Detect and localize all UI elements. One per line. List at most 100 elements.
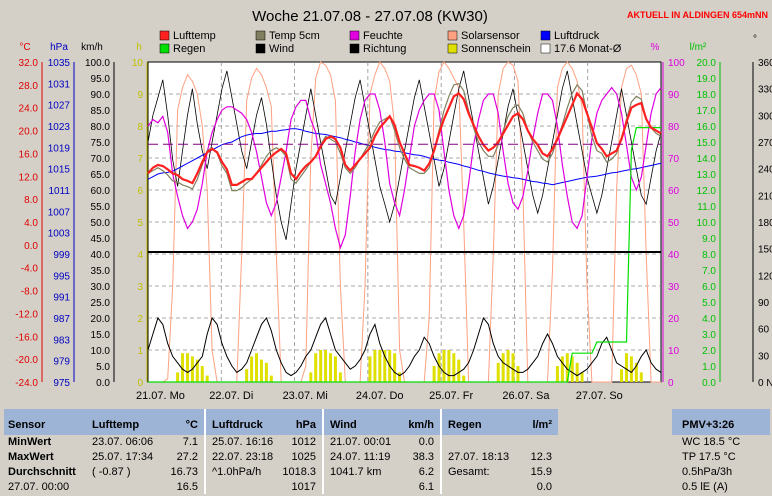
stats-luftdruck: Luftdruck hPa 25.07. 16:16 1012 22.07. 23:… <box>206 405 322 493</box>
legend-label: Sonnenschein <box>461 43 531 55</box>
lm2-tick-label: 9.0 <box>702 234 716 245</box>
hpa-tick-label: 979 <box>53 357 70 368</box>
kmh-tick-label: 30.0 <box>91 282 111 293</box>
kmh-axis-label: km/h <box>81 42 103 53</box>
lm2-axis-label: l/m² <box>690 42 707 53</box>
direction-tick-label: 150 <box>758 245 772 256</box>
legend-label: Solarsensor <box>461 30 520 42</box>
stats-cell: 27.2 <box>176 451 198 463</box>
kmh-tick-label: 90.0 <box>91 90 111 101</box>
sunshine-bar <box>383 350 387 382</box>
legend-label: 17.6 Monat-Ø <box>554 43 622 55</box>
kmh-tick-label: 25.0 <box>91 298 111 309</box>
sunshine-bar <box>639 372 643 382</box>
celsius-tick-label: -12.0 <box>15 309 38 320</box>
hpa-tick-label: 1019 <box>48 143 71 154</box>
x-day-label: 21.07. Mo <box>136 390 185 402</box>
hours-tick-label: 6 <box>137 186 143 197</box>
sunshine-bar <box>570 356 574 382</box>
sunshine-bar <box>565 353 569 382</box>
kmh-tick-label: 20.0 <box>91 314 111 325</box>
stats-cell: MaxWert <box>8 451 54 463</box>
series-lines <box>147 60 662 383</box>
sunshine-bar <box>176 372 180 382</box>
legend: Lufttemp Temp 5cm Feuchte Solarsensor Luftdr… <box>159 30 622 55</box>
stats-cell: ^1.0hPa/h <box>212 466 262 478</box>
sunshine-bar <box>555 366 559 382</box>
stats-row: TP 17.5 °C <box>672 451 770 466</box>
hpa-tick-label: 983 <box>53 335 70 346</box>
stats-header: Sensor Lufttemp °C <box>4 409 204 435</box>
percent-tick-label: 70 <box>668 154 680 165</box>
direction-tick-label: 300 <box>758 111 772 122</box>
sunshine-bar <box>338 372 342 382</box>
stats-regen-header: Regen <box>448 419 482 431</box>
celsius-tick-label: -8.0 <box>21 287 39 298</box>
sunshine-bar <box>634 362 638 382</box>
hpa-tick-label: 975 <box>53 378 70 389</box>
lm2-tick-label: 0.0 <box>702 378 716 389</box>
hpa-tick-label: 1023 <box>48 122 71 133</box>
stats-regen-unit: l/m² <box>532 419 552 431</box>
kmh-tick-label: 45.0 <box>91 234 111 245</box>
stats-cell: 22.07. 23:18 <box>212 451 274 463</box>
stats-cell: 25.07. 16:16 <box>212 436 274 448</box>
stats-cell: 38.3 <box>412 451 434 463</box>
sunshine-bar <box>269 375 273 382</box>
legend-label: Wind <box>269 43 294 55</box>
stats-row: Gesamt: 15.9 <box>442 466 558 481</box>
kmh-tick-label: 35.0 <box>91 266 111 277</box>
percent-tick-label: 0 <box>668 378 674 389</box>
hours-tick-label: 5 <box>137 218 143 229</box>
kmh-tick-label: 65.0 <box>91 170 111 181</box>
sunshine-bar <box>200 366 204 382</box>
sunshine-bar <box>398 372 402 382</box>
celsius-tick-label: 20.0 <box>19 127 39 138</box>
sunshine-bar <box>373 350 377 382</box>
kmh-tick-label: 5.0 <box>96 362 110 373</box>
sunshine-bar <box>324 350 328 382</box>
stats-cell: 0.5hPa/3h <box>682 466 733 478</box>
lm2-tick-label: 8.0 <box>702 250 716 261</box>
direction-tick-label: 270 W <box>758 138 772 149</box>
stats-wind-header: Wind <box>330 419 357 431</box>
percent-tick-label: 100 <box>668 58 685 69</box>
hours-tick-label: 4 <box>137 250 143 261</box>
stats-cell: 1041.7 km <box>330 466 382 478</box>
legend-swatch <box>255 30 266 41</box>
celsius-tick-label: -4.0 <box>21 264 39 275</box>
lm2-tick-label: 20.0 <box>697 58 717 69</box>
legend-label: Luftdruck <box>554 30 600 42</box>
stats-cell: 23.07. 06:06 <box>92 436 154 448</box>
sunshine-bar <box>452 353 456 382</box>
axis-units: °C hPa km/h h % l/m² ° <box>19 34 757 53</box>
stats-cell: WC 18.5 °C <box>682 436 741 448</box>
stats-cell: 1012 <box>291 436 316 448</box>
hpa-tick-label: 1007 <box>48 207 71 218</box>
celsius-tick-label: 32.0 <box>19 58 39 69</box>
hpa-tick-label: 995 <box>53 271 70 282</box>
stats-row: 0.5hPa/3h <box>672 466 770 481</box>
kmh-tick-label: 15.0 <box>91 330 111 341</box>
stats-cell: 0.5 lE (A) <box>682 481 728 493</box>
stats-cell: 7.1 <box>182 436 198 448</box>
celsius-tick-label: 16.0 <box>19 149 39 160</box>
celsius-tick-label: -16.0 <box>15 332 38 343</box>
stats-row: 24.07. 11:19 38.3 <box>324 451 440 466</box>
legend-swatch <box>255 43 266 54</box>
stats-pmv: PMV+3:26 WC 18.5 °C TP 17.5 °C 0.5hPa/3h 0.… <box>672 405 770 493</box>
lm2-tick-label: 18.0 <box>697 90 717 101</box>
celsius-tick-label: -20.0 <box>15 355 38 366</box>
legend-label: Feuchte <box>363 30 403 42</box>
percent-tick-label: 10 <box>668 346 680 357</box>
percent-axis-label: % <box>651 42 660 53</box>
legend-swatch <box>159 43 170 54</box>
stats-pmv-header: PMV+3:26 <box>682 419 735 431</box>
stats-lufttemp-header: Lufttemp <box>92 419 140 431</box>
legend-label: Regen <box>173 43 205 55</box>
hpa-tick-label: 987 <box>53 314 70 325</box>
chart-title: Woche 21.07.08 - 27.07.08 (KW30) <box>252 8 488 25</box>
legend-swatch <box>540 43 551 54</box>
celsius-tick-label: 24.0 <box>19 104 39 115</box>
kmh-tick-label: 85.0 <box>91 106 111 117</box>
